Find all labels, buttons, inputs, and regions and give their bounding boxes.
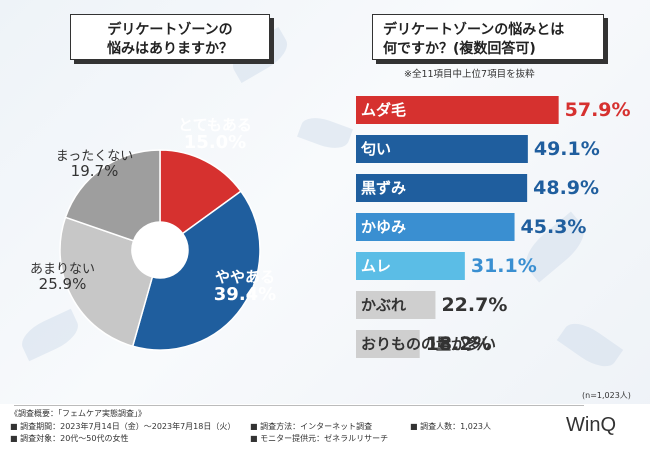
bar-value-label: 18.2%: [425, 333, 492, 355]
bar: [356, 252, 465, 280]
brand-logo: WinQ: [566, 414, 616, 436]
bar: [356, 174, 528, 202]
survey-method: ■ 調査方法：インターネット調査: [250, 422, 373, 431]
pie-label-name: まったくない: [55, 149, 134, 164]
bar-category-label: ムダ毛: [361, 101, 407, 119]
pie-label-not-much: あまりない 25.9%: [20, 263, 105, 292]
right-question-box: デリケートゾーンの悩みとは 何ですか？(複数回答可): [372, 14, 604, 60]
pie-label-name: とてもある: [178, 116, 252, 134]
bar-category-label: かゆみ: [361, 218, 407, 236]
survey-overview: 《調査概要：「フェムケア実態調査」》: [10, 409, 146, 418]
pie-label-value: 15.0%: [183, 131, 247, 153]
bar-value-label: 57.9%: [564, 99, 631, 121]
bar-category-label: かぶれ: [361, 296, 407, 314]
bar: [356, 213, 515, 241]
pie-label-value: 39.4%: [213, 283, 277, 305]
bar-category-label: 黒ずみ: [361, 179, 407, 197]
bar-value-label: 49.1%: [533, 138, 600, 160]
bar: [356, 96, 559, 124]
left-question-box: デリケートゾーンの 悩みはありますか？: [70, 14, 270, 60]
left-question-line-1: デリケートゾーンの: [107, 22, 233, 38]
pie-label-value: 25.9%: [38, 274, 87, 293]
pie-label-very: とてもある 15.0%: [165, 116, 265, 153]
footer: [0, 404, 650, 450]
bar: [356, 135, 528, 163]
bar-value-label: 48.9%: [533, 177, 600, 199]
survey-period: ■ 調査期間：2023年7月14日（金）～2023年7月18日（火）: [10, 422, 236, 431]
bar: [356, 291, 436, 319]
survey-count: ■ 調査人数：1,023人: [410, 422, 492, 431]
pie-center-hole: [132, 222, 188, 278]
pie-label-none: まったくない 19.7%: [42, 150, 147, 179]
pie-label-name: あまりない: [29, 262, 95, 277]
pie-label-value: 19.7%: [70, 161, 119, 180]
bar-category-label: ムレ: [361, 257, 392, 275]
pie-label-name: ややある: [214, 268, 275, 286]
right-question-line-2: 何ですか？(複数回答可): [383, 41, 536, 57]
bar-value-label: 45.3%: [520, 216, 587, 238]
right-question-line-1: デリケートゾーンの悩みとは: [383, 22, 565, 38]
survey-provider: ■ モニター提供元：ゼネラルリサーチ: [250, 434, 389, 443]
bar-value-label: 22.7%: [441, 294, 508, 316]
sample-size-note: (n=1,023人): [582, 391, 631, 400]
bar: [356, 330, 420, 358]
bar-category-label: 匂い: [361, 140, 392, 158]
footer-divider: [14, 405, 584, 406]
left-question-line-2: 悩みはありますか？: [107, 41, 233, 57]
pie-label-somewhat: ややある 39.4%: [200, 268, 290, 305]
bar-value-label: 31.1%: [470, 255, 537, 277]
top7-note: ※全11項目中上位7項目を抜粋: [404, 69, 535, 80]
survey-target: ■ 調査対象：20代～50代の女性: [10, 434, 129, 443]
bar-category-label: おりものの量が多い: [361, 335, 497, 353]
